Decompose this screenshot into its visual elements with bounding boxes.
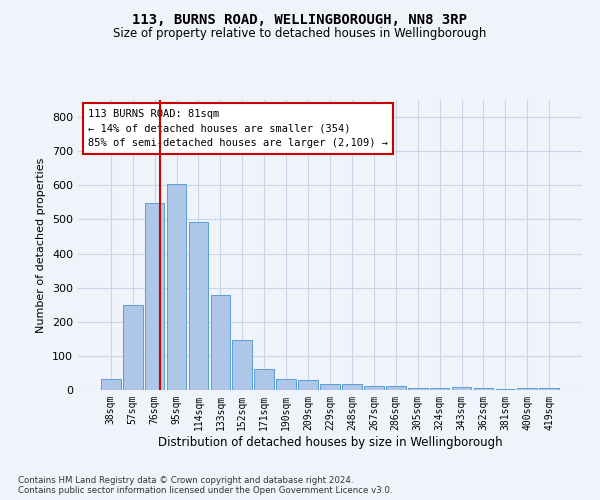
Text: Size of property relative to detached houses in Wellingborough: Size of property relative to detached ho…: [113, 28, 487, 40]
Bar: [276, 380, 296, 390]
Bar: [320, 384, 340, 390]
Bar: [145, 203, 164, 390]
Y-axis label: Number of detached properties: Number of detached properties: [37, 158, 46, 332]
Bar: [364, 386, 384, 390]
Bar: [517, 388, 537, 390]
Bar: [232, 340, 252, 390]
Text: 113, BURNS ROAD, WELLINGBOROUGH, NN8 3RP: 113, BURNS ROAD, WELLINGBOROUGH, NN8 3RP: [133, 12, 467, 26]
Text: 113 BURNS ROAD: 81sqm
← 14% of detached houses are smaller (354)
85% of semi-det: 113 BURNS ROAD: 81sqm ← 14% of detached …: [88, 108, 388, 148]
Bar: [408, 388, 428, 390]
Bar: [539, 388, 559, 390]
Bar: [167, 184, 187, 390]
X-axis label: Distribution of detached houses by size in Wellingborough: Distribution of detached houses by size …: [158, 436, 502, 448]
Bar: [342, 384, 362, 390]
Bar: [254, 368, 274, 390]
Text: Contains HM Land Registry data © Crown copyright and database right 2024.
Contai: Contains HM Land Registry data © Crown c…: [18, 476, 392, 495]
Bar: [452, 388, 472, 390]
Bar: [188, 222, 208, 390]
Bar: [386, 386, 406, 390]
Bar: [473, 388, 493, 390]
Bar: [298, 380, 318, 390]
Bar: [430, 388, 449, 390]
Bar: [211, 295, 230, 390]
Bar: [101, 379, 121, 390]
Bar: [123, 306, 143, 390]
